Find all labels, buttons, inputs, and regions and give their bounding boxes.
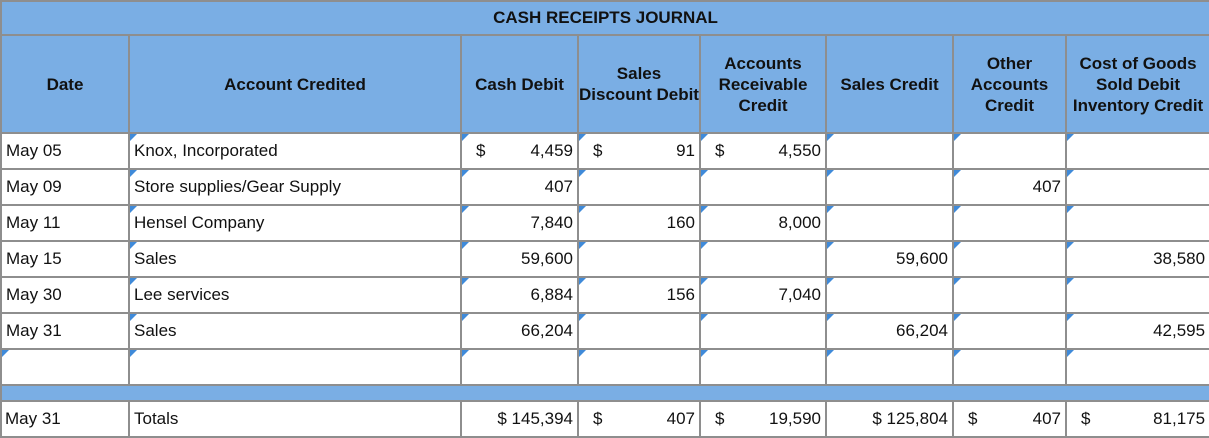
date-cell: May 31 xyxy=(0,312,130,350)
accounts-receivable-input[interactable] xyxy=(699,348,827,386)
date-cell: May 30 xyxy=(0,276,130,314)
other-accounts-input[interactable] xyxy=(952,240,1067,278)
header-accounts-receivable-credit: Accounts Receivable Credit xyxy=(699,34,827,134)
separator-row xyxy=(0,384,1209,402)
total-sales-discount: $407 xyxy=(577,400,701,438)
other-accounts-input[interactable] xyxy=(952,276,1067,314)
journal-body: May 05 Knox, Incorporated $4,459 $91 $4,… xyxy=(0,132,1209,438)
other-accounts-input[interactable] xyxy=(952,132,1067,170)
date-cell: May 11 xyxy=(0,204,130,242)
cogs-input[interactable] xyxy=(1064,204,1209,242)
other-accounts-input[interactable] xyxy=(952,312,1067,350)
cogs-input[interactable] xyxy=(1064,276,1209,314)
sales-discount-input[interactable]: $91 xyxy=(577,132,701,170)
sales-credit-input[interactable]: 59,600 xyxy=(825,240,954,278)
sales-credit-input[interactable] xyxy=(825,348,954,386)
other-accounts-input[interactable] xyxy=(952,348,1067,386)
currency-symbol: $ xyxy=(476,141,486,160)
sales-discount-input[interactable] xyxy=(577,348,701,386)
header-cash-debit: Cash Debit xyxy=(460,34,579,134)
header-sales-credit: Sales Credit xyxy=(825,34,954,134)
table-row-empty xyxy=(0,348,1209,386)
table-row: May 05 Knox, Incorporated $4,459 $91 $4,… xyxy=(0,132,1209,170)
totals-label: Totals xyxy=(128,400,462,438)
journal-title: CASH RECEIPTS JOURNAL xyxy=(0,0,1209,36)
sales-credit-input[interactable] xyxy=(825,276,954,314)
account-credited-input[interactable]: Knox, Incorporated xyxy=(128,132,462,170)
currency-symbol: $ xyxy=(715,409,725,428)
account-credited-input[interactable]: Lee services xyxy=(128,276,462,314)
cogs-input[interactable] xyxy=(1064,348,1209,386)
cogs-input[interactable] xyxy=(1064,132,1209,170)
sales-credit-input[interactable] xyxy=(825,168,954,206)
sales-credit-input[interactable]: 66,204 xyxy=(825,312,954,350)
header-date: Date xyxy=(0,34,130,134)
table-row: May 09 Store supplies/Gear Supply 407 40… xyxy=(0,168,1209,206)
accounts-receivable-input[interactable]: 7,040 xyxy=(699,276,827,314)
total-other-accounts: $407 xyxy=(952,400,1067,438)
account-credited-input[interactable]: Sales xyxy=(128,312,462,350)
cash-debit-input[interactable] xyxy=(460,348,579,386)
table-row: May 31 Sales 66,204 66,204 42,595 xyxy=(0,312,1209,350)
cash-debit-input[interactable]: 6,884 xyxy=(460,276,579,314)
date-input[interactable] xyxy=(0,348,130,386)
currency-symbol: $ xyxy=(715,141,725,160)
account-credited-input[interactable]: Sales xyxy=(128,240,462,278)
date-cell: May 09 xyxy=(0,168,130,206)
cash-debit-input[interactable]: 7,840 xyxy=(460,204,579,242)
sales-credit-input[interactable] xyxy=(825,204,954,242)
sales-credit-input[interactable] xyxy=(825,132,954,170)
total-accounts-receivable: $19,590 xyxy=(699,400,827,438)
cash-debit-input[interactable]: 59,600 xyxy=(460,240,579,278)
table-row: May 15 Sales 59,600 59,600 38,580 xyxy=(0,240,1209,278)
total-cogs: $81,175 xyxy=(1064,400,1209,438)
cogs-input[interactable]: 42,595 xyxy=(1064,312,1209,350)
date-cell: May 05 xyxy=(0,132,130,170)
accounts-receivable-input[interactable] xyxy=(699,168,827,206)
cash-debit-input[interactable]: 66,204 xyxy=(460,312,579,350)
header-cogs-inventory-credit: Cost of Goods Sold Debit Inventory Credi… xyxy=(1064,34,1209,134)
currency-symbol: $ xyxy=(1081,409,1091,428)
header-other-accounts-credit: Other Accounts Credit xyxy=(952,34,1067,134)
sales-discount-input[interactable]: 156 xyxy=(577,276,701,314)
account-credited-input[interactable]: Store supplies/Gear Supply xyxy=(128,168,462,206)
total-cash-debit: $ 145,394 xyxy=(460,400,579,438)
accounts-receivable-input[interactable]: 8,000 xyxy=(699,204,827,242)
cash-debit-input[interactable]: 407 xyxy=(460,168,579,206)
account-credited-input[interactable] xyxy=(128,348,462,386)
date-cell: May 15 xyxy=(0,240,130,278)
cogs-input[interactable] xyxy=(1064,168,1209,206)
table-row: May 11 Hensel Company 7,840 160 8,000 xyxy=(0,204,1209,242)
accounts-receivable-input[interactable] xyxy=(699,240,827,278)
sales-discount-input[interactable]: 160 xyxy=(577,204,701,242)
currency-symbol: $ xyxy=(593,141,603,160)
cogs-input[interactable]: 38,580 xyxy=(1064,240,1209,278)
header-account-credited: Account Credited xyxy=(128,34,462,134)
currency-symbol: $ xyxy=(593,409,603,428)
cash-debit-input[interactable]: $4,459 xyxy=(460,132,579,170)
divider xyxy=(0,384,1209,402)
sales-discount-input[interactable] xyxy=(577,312,701,350)
totals-date: May 31 xyxy=(0,400,130,438)
header-sales-discount-debit: Sales Discount Debit xyxy=(577,34,701,134)
other-accounts-input[interactable]: 407 xyxy=(952,168,1067,206)
sales-discount-input[interactable] xyxy=(577,240,701,278)
sales-discount-input[interactable] xyxy=(577,168,701,206)
total-sales-credit: $ 125,804 xyxy=(825,400,954,438)
accounts-receivable-input[interactable] xyxy=(699,312,827,350)
other-accounts-input[interactable] xyxy=(952,204,1067,242)
totals-row: May 31 Totals $ 145,394 $407 $19,590 $ 1… xyxy=(0,400,1209,438)
accounts-receivable-input[interactable]: $4,550 xyxy=(699,132,827,170)
account-credited-input[interactable]: Hensel Company xyxy=(128,204,462,242)
currency-symbol: $ xyxy=(968,409,978,428)
table-row: May 30 Lee services 6,884 156 7,040 xyxy=(0,276,1209,314)
